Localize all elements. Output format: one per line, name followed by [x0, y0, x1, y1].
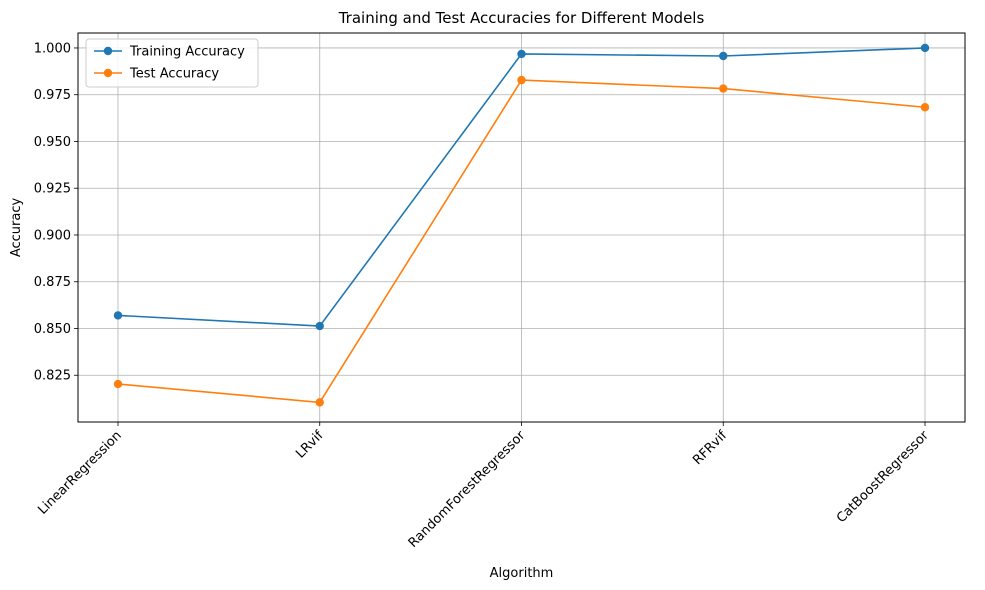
- legend-label: Training Accuracy: [129, 45, 245, 60]
- legend-marker: [103, 68, 113, 78]
- data-point: [315, 321, 324, 331]
- y-tick-label: 0.925: [34, 182, 71, 197]
- y-tick-label: 0.875: [34, 275, 71, 290]
- legend-box: [85, 38, 259, 88]
- data-point: [315, 398, 324, 407]
- series-layer: [113, 43, 930, 407]
- x-tick-label: RandomForestRegressor: [406, 428, 529, 551]
- data-point: [517, 75, 526, 85]
- x-tick-label: CatBoostRegressor: [834, 428, 932, 526]
- y-tick-label: 0.825: [34, 369, 71, 384]
- legend: Training Accuracy Test Accuracy: [85, 38, 259, 88]
- x-axis-label: Algorithm: [490, 566, 554, 581]
- data-point: [517, 49, 526, 59]
- x-tick-label: RFRvif: [690, 428, 730, 468]
- legend-marker: [103, 46, 113, 56]
- legend-label: Test Accuracy: [129, 67, 219, 82]
- x-tick-label: LRvif: [293, 428, 327, 462]
- y-tick-label: 1.000: [34, 41, 71, 56]
- data-point: [920, 103, 930, 112]
- series-training-accuracy: [113, 43, 930, 331]
- y-axis-label: Accuracy: [9, 198, 24, 258]
- data-point: [719, 84, 728, 93]
- data-point: [719, 51, 728, 61]
- x-tick-label: LinearRegression: [35, 428, 124, 517]
- y-tick-label: 0.850: [34, 322, 71, 337]
- series-test-accuracy: [113, 75, 930, 407]
- legend-item: Test Accuracy: [94, 67, 219, 82]
- y-axis: 0.825 0.850 0.875 0.900 0.925 0.950 0.975 1.000: [34, 41, 78, 384]
- chart-title: Training and Test Accuracies for Differe…: [338, 9, 705, 27]
- data-point: [920, 43, 930, 53]
- data-point: [113, 379, 123, 389]
- y-tick-label: 0.975: [34, 88, 71, 103]
- x-axis: LinearRegression LRvif RandomForestRegress…: [35, 422, 932, 551]
- y-tick-label: 0.900: [34, 228, 71, 243]
- y-tick-label: 0.950: [34, 135, 71, 150]
- legend-item: Training Accuracy: [94, 45, 245, 60]
- data-point: [113, 311, 123, 320]
- grid: [78, 33, 965, 422]
